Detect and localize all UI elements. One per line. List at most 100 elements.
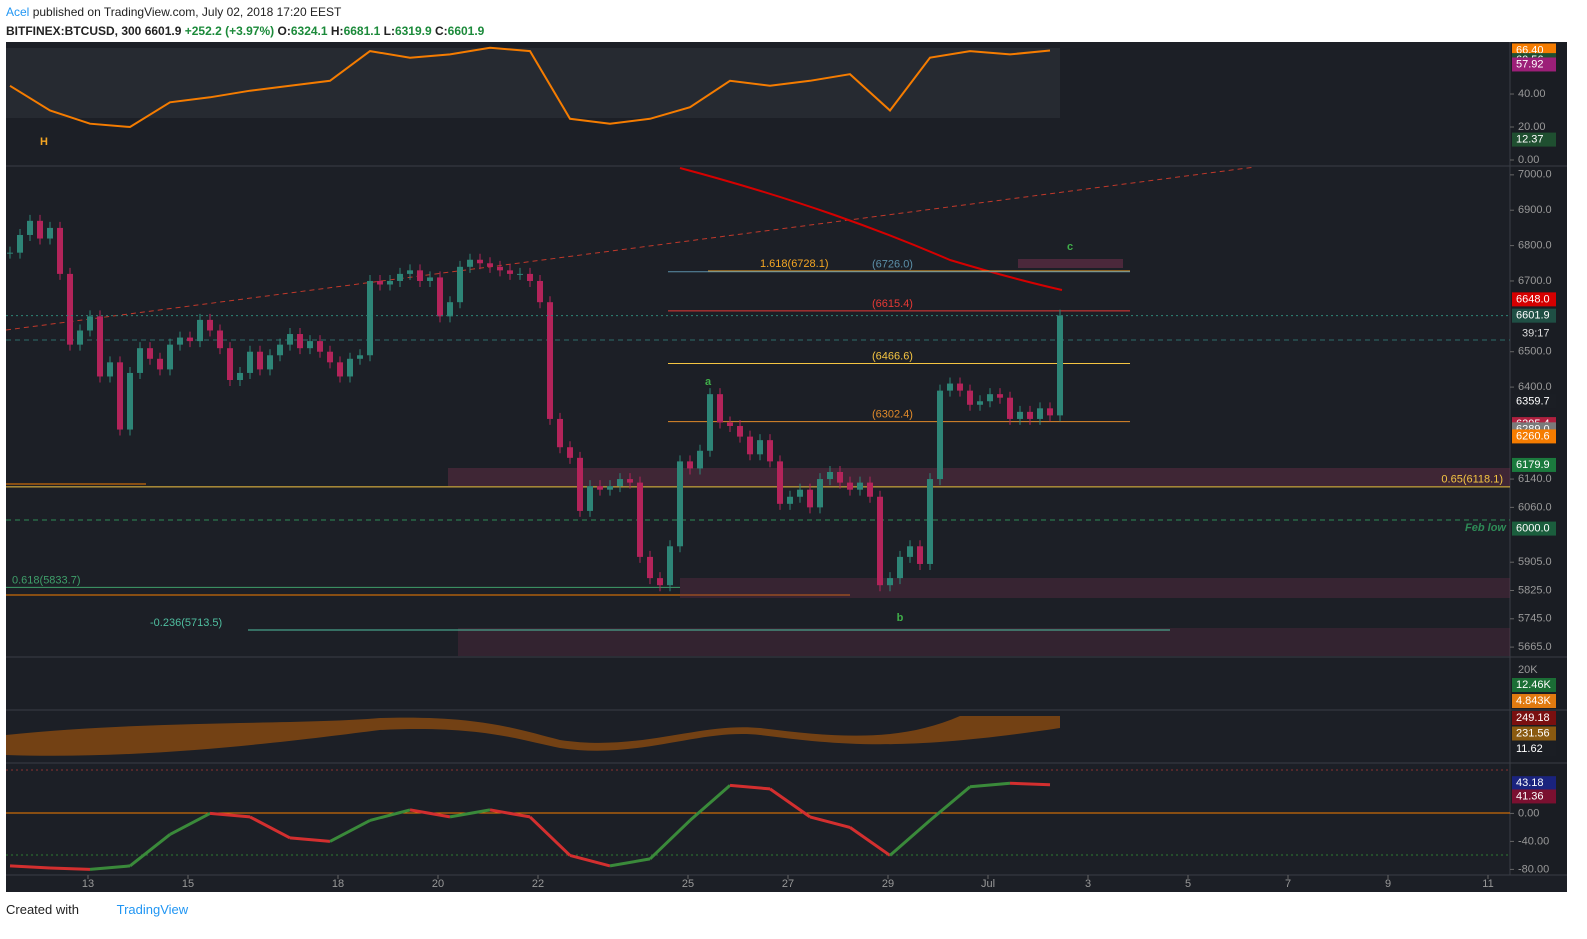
y-tick-label: 6800.0 (1518, 239, 1552, 251)
candle (627, 479, 633, 483)
macd-area (6, 716, 1060, 756)
candle (147, 348, 153, 359)
x-tick-label: 20 (432, 878, 444, 890)
candle (497, 266, 503, 271)
fib-label: 0.65(6118.1) (1441, 474, 1503, 486)
candle (287, 334, 293, 345)
candle (87, 316, 93, 331)
moving-average (679, 167, 1063, 291)
fib-label: (6302.4) (872, 409, 913, 421)
candle (1027, 411, 1033, 419)
candle (347, 358, 353, 377)
candle (737, 426, 743, 437)
zone (458, 628, 1510, 656)
candle (787, 496, 793, 504)
y-tick-label: 6060.0 (1518, 501, 1552, 513)
candle (487, 263, 493, 267)
candle (727, 422, 733, 427)
y-tick-label: 5665.0 (1518, 641, 1552, 653)
candle (1057, 315, 1063, 416)
created-with: Created with (6, 902, 79, 917)
candle (907, 546, 913, 557)
rsi-tick-label: 40.00 (1518, 88, 1546, 100)
stoch-segment (289, 836, 331, 843)
candle (417, 270, 423, 281)
stoch-segment (369, 808, 411, 822)
author[interactable]: Acel (6, 5, 30, 19)
candle (447, 302, 453, 317)
stoch-segment (969, 781, 1011, 789)
stoch-segment (9, 864, 51, 870)
price-badge-bg (1512, 308, 1556, 323)
high-label: H: (330, 24, 344, 38)
stoch-segment (489, 808, 531, 819)
stoch-tick-label: 0.00 (1518, 807, 1539, 819)
y-tick-label: 6400.0 (1518, 381, 1552, 393)
candle (617, 479, 623, 487)
fib-label: (6466.6) (872, 350, 913, 362)
candle (177, 337, 183, 345)
y-tick-label: 6500.0 (1518, 346, 1552, 358)
stoch-segment (609, 857, 651, 868)
candle (167, 344, 173, 370)
candle (237, 372, 243, 381)
y-tick-label: 6900.0 (1518, 204, 1552, 216)
candle (757, 440, 763, 455)
stoch-segment (329, 819, 371, 843)
stoch-segment (409, 808, 451, 819)
candle (47, 227, 53, 239)
candle (597, 486, 603, 490)
last: 6601.9 (144, 24, 182, 38)
candle (397, 273, 403, 281)
fib-label: (6615.4) (872, 298, 913, 310)
candle (537, 280, 543, 303)
candle (257, 351, 263, 370)
candle (1017, 411, 1023, 419)
y-tick-label: 5825.0 (1518, 584, 1552, 596)
low-label: L: (383, 24, 395, 38)
stoch-badge: 41.36 (1516, 790, 1544, 802)
candle (837, 471, 843, 483)
brand[interactable]: TradingView (116, 902, 189, 917)
candle (857, 482, 863, 490)
candle (957, 383, 963, 391)
macd-badge: 249.18 (1516, 712, 1550, 724)
candle (507, 270, 513, 274)
candle (897, 556, 903, 579)
candle (157, 358, 163, 370)
low: 6319.9 (394, 24, 432, 38)
panel-separators (6, 42, 1567, 876)
candle (187, 337, 193, 342)
candle (687, 461, 693, 469)
price-badge: 6000.0 (1516, 522, 1550, 534)
zone (448, 468, 1510, 486)
candle (607, 486, 613, 490)
volume-tick-label: 20K (1518, 664, 1538, 676)
volume-badge-bg (1512, 694, 1556, 708)
annotation: Feb low (1465, 522, 1507, 534)
stoch-segment (809, 815, 851, 829)
price-badge: 6179.9 (1516, 459, 1550, 471)
candle (807, 489, 813, 508)
chart: 7000.0 6900.0 6800.0 6700.0 6500.0 6400.0 6140… (5, 42, 1567, 892)
annotation: c (1067, 241, 1073, 253)
fib-label: -0.236(5713.5) (150, 617, 222, 629)
x-tick-label: 27 (782, 878, 794, 890)
candle (247, 351, 253, 373)
candle (697, 450, 703, 469)
candle (947, 383, 953, 391)
macd-badge-bg (1512, 711, 1556, 725)
y-tick-label: 6140.0 (1518, 473, 1552, 485)
volume-badge: 4.843K (1516, 695, 1552, 707)
candle (387, 280, 393, 285)
stoch-badge: 43.18 (1516, 777, 1544, 789)
candle (527, 273, 533, 281)
stoch-segment (528, 815, 572, 857)
volume-badge: 12.46K (1516, 679, 1552, 691)
price-badge: 6260.6 (1516, 430, 1550, 442)
stoch-segment (1009, 781, 1051, 787)
candle (207, 319, 213, 331)
candle (277, 344, 283, 356)
macd-badge: 11.62 (1516, 743, 1543, 755)
